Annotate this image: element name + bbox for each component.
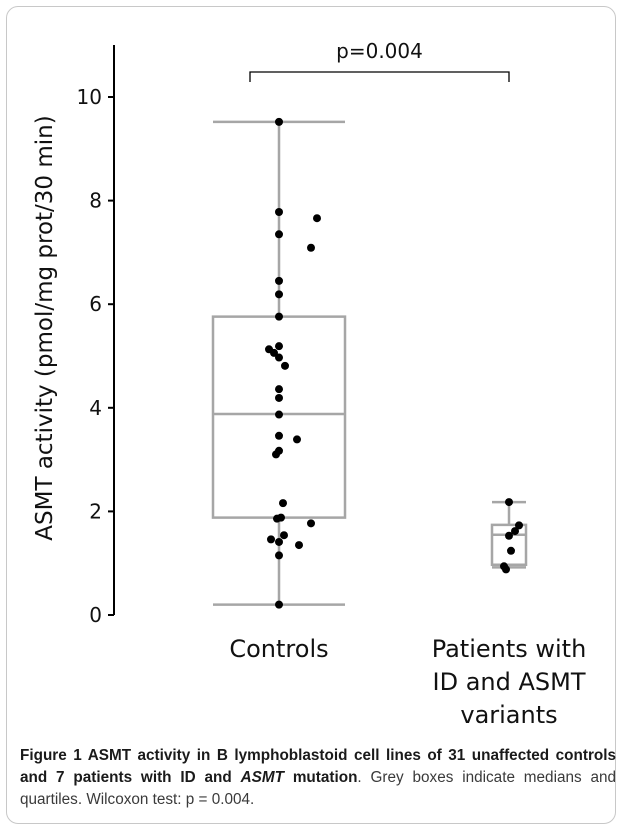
- x-category-label: variants: [460, 701, 557, 729]
- box-plot: 0 2 4 6 8 10 ASMT activity (pmol/mg prot/30 mi…: [32, 39, 586, 729]
- figure-frame: [6, 6, 616, 824]
- data-points: [265, 117, 523, 609]
- data-point: [267, 535, 275, 544]
- axes: 0 2 4 6 8 10 ASMT activity (pmol/mg prot/30 mi…: [32, 45, 586, 729]
- y-tick-label: 4: [89, 396, 102, 420]
- data-point: [275, 117, 283, 126]
- boxes: [211, 120, 528, 606]
- data-point: [511, 527, 519, 536]
- caption-title-italic: ASMT: [240, 769, 284, 786]
- data-point: [293, 435, 301, 444]
- data-point: [272, 450, 280, 459]
- data-point: [279, 499, 287, 508]
- x-category-label: Patients with: [432, 635, 587, 663]
- data-point: [505, 531, 513, 540]
- data-point: [275, 207, 283, 216]
- data-point: [295, 541, 303, 550]
- data-point: [275, 353, 283, 362]
- data-point: [270, 348, 278, 357]
- y-tick-label: 6: [89, 292, 102, 316]
- data-point: [275, 385, 283, 394]
- data-point: [275, 600, 283, 609]
- data-point: [505, 498, 513, 507]
- significance-label: p=0.004: [336, 39, 423, 63]
- data-point: [275, 393, 283, 402]
- data-point: [275, 537, 283, 546]
- data-point: [515, 521, 523, 530]
- data-point: [275, 230, 283, 239]
- y-tick-label: 2: [89, 499, 102, 523]
- data-point: [502, 565, 510, 574]
- data-point: [507, 546, 515, 555]
- box-iqr: [490, 523, 528, 567]
- data-point: [275, 431, 283, 440]
- figure-caption: Figure 1 ASMT activity in B lymphoblasto…: [20, 745, 616, 811]
- data-point: [313, 214, 321, 223]
- data-point: [280, 531, 288, 540]
- data-point: [273, 514, 281, 523]
- data-point: [275, 342, 283, 351]
- significance-bracket: p=0.004: [249, 39, 510, 82]
- box-controls: [211, 120, 347, 606]
- y-tick-label: 10: [77, 85, 102, 109]
- bracket-line: [249, 71, 510, 82]
- x-category-label: Controls: [229, 635, 328, 663]
- y-axis-label: ASMT activity (pmol/mg prot/30 min): [32, 115, 58, 540]
- caption-title-end: mutation: [292, 769, 358, 786]
- data-point: [275, 551, 283, 560]
- x-category-label: ID and ASMT: [433, 668, 586, 696]
- data-point: [275, 276, 283, 285]
- y-tick-label: 0: [89, 603, 102, 627]
- caption-label: Figure 1: [20, 747, 82, 764]
- data-point: [275, 312, 283, 321]
- data-point: [307, 243, 315, 252]
- data-point: [281, 361, 289, 370]
- caption-body: . Grey boxes indicate medians and quarti…: [20, 769, 617, 808]
- data-point: [275, 290, 283, 299]
- caption-title: ASMT activity in B lymphoblastoid cell l…: [20, 747, 616, 786]
- data-point: [307, 519, 315, 528]
- y-tick-label: 8: [89, 189, 102, 213]
- data-point: [275, 410, 283, 419]
